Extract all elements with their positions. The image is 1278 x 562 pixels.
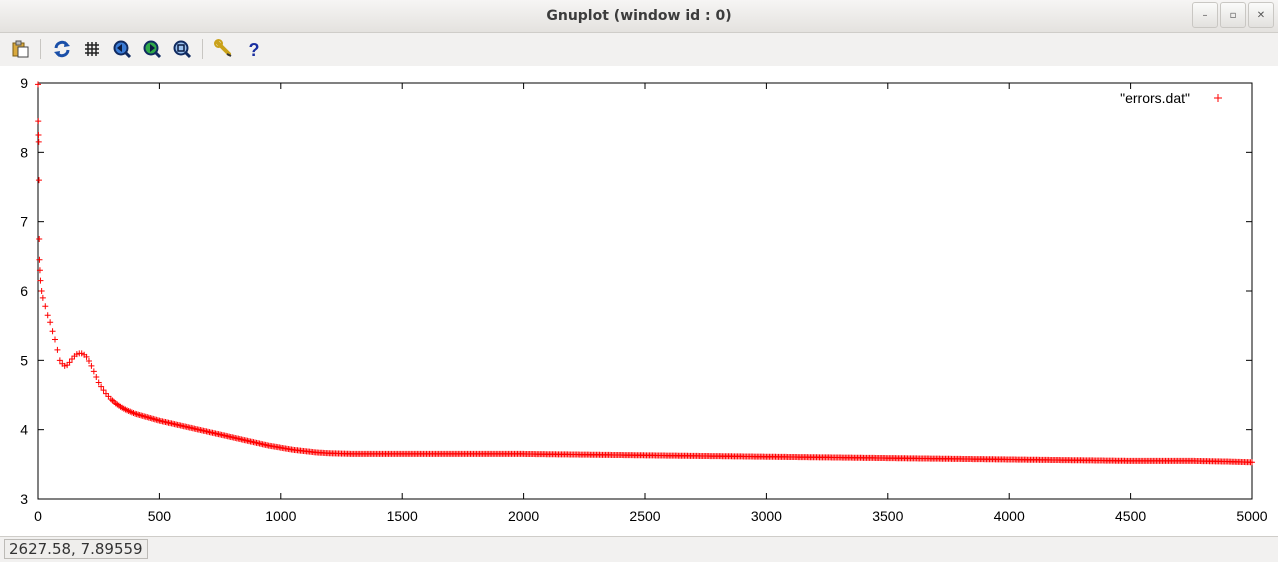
replot-icon[interactable] xyxy=(50,37,74,61)
y-tick-label: 3 xyxy=(20,491,28,507)
data-point xyxy=(54,346,61,353)
settings-wrench-icon[interactable] xyxy=(212,37,236,61)
data-point xyxy=(88,362,95,369)
data-point-interp xyxy=(142,413,149,420)
window-title: Gnuplot (window id : 0) xyxy=(546,8,732,24)
legend-label: "errors.dat" xyxy=(1120,90,1190,106)
autoscale-icon[interactable] xyxy=(170,37,194,61)
legend-marker xyxy=(1214,94,1222,102)
data-point-interp xyxy=(239,436,246,443)
window-controls: – ▫ ✕ xyxy=(1192,2,1274,28)
chart-svg[interactable]: 0 500 1000 1500 2000 2500 3000 3500 4000 4500 5000… xyxy=(0,66,1278,536)
cursor-coordinates: 2627.58, 7.89559 xyxy=(4,539,148,559)
data-point-interp xyxy=(1247,459,1254,466)
previous-zoom-icon[interactable] xyxy=(110,37,134,61)
x-tick-label: 2000 xyxy=(508,508,539,524)
data-point xyxy=(85,358,92,365)
toolbar-separator xyxy=(40,39,41,59)
grid-icon[interactable] xyxy=(80,37,104,61)
toolbar: ? xyxy=(0,33,1278,65)
data-point-interp xyxy=(115,402,122,409)
data-point xyxy=(90,368,97,375)
data-point xyxy=(38,288,45,294)
data-point-interp xyxy=(130,410,137,417)
data-point-interp xyxy=(203,428,210,435)
data-point xyxy=(49,328,56,335)
data-point xyxy=(51,336,58,343)
data-point xyxy=(100,387,107,394)
data-point-interp xyxy=(264,442,271,449)
data-point-interp xyxy=(191,425,198,432)
data-point-interp xyxy=(252,439,259,446)
data-point-interp xyxy=(227,433,234,440)
data-point-interp xyxy=(179,422,186,429)
next-zoom-icon[interactable] xyxy=(140,37,164,61)
data-point xyxy=(37,277,44,284)
data-point xyxy=(44,312,51,319)
series-errors-dat xyxy=(35,81,1255,466)
data-point-interp xyxy=(167,420,174,427)
x-tick-label: 0 xyxy=(34,508,42,524)
y-tick-label: 7 xyxy=(20,214,28,230)
status-bar: 2627.58, 7.89559 xyxy=(0,536,1278,562)
copy-to-clipboard-icon[interactable] xyxy=(8,37,32,61)
x-tick-label: 4000 xyxy=(994,508,1025,524)
data-point xyxy=(35,138,42,145)
data-point-interp xyxy=(154,417,161,424)
data-point xyxy=(35,81,41,88)
plot-area[interactable]: 0 500 1000 1500 2000 2500 3000 3500 4000 4500 5000… xyxy=(0,66,1278,536)
x-tick-label: 3000 xyxy=(751,508,782,524)
y-tick-label: 9 xyxy=(20,75,28,91)
data-point xyxy=(35,132,42,138)
data-point xyxy=(36,236,43,242)
x-tick-label: 500 xyxy=(148,508,172,524)
y-tick-label: 6 xyxy=(20,283,28,299)
data-point xyxy=(83,353,90,360)
minimize-button[interactable]: – xyxy=(1192,2,1218,28)
data-point xyxy=(36,256,43,263)
data-point-interp xyxy=(276,444,283,451)
x-tick-label: 3500 xyxy=(872,508,903,524)
x-tick-label: 1500 xyxy=(387,508,418,524)
x-tick-label: 4500 xyxy=(1115,508,1146,524)
data-point xyxy=(95,379,102,386)
data-point xyxy=(39,294,46,301)
y-tick-label: 8 xyxy=(20,144,28,160)
data-point-interp xyxy=(111,398,118,405)
data-point xyxy=(35,177,42,184)
data-point xyxy=(93,373,100,380)
data-point xyxy=(36,267,43,274)
data-point-interp xyxy=(215,431,222,438)
data-point xyxy=(47,319,54,326)
data-point xyxy=(42,303,49,310)
data-point-interp xyxy=(120,405,127,412)
data-point xyxy=(66,359,73,366)
data-point xyxy=(98,383,105,390)
data-point-interp xyxy=(125,407,132,414)
maximize-button[interactable]: ▫ xyxy=(1220,2,1246,28)
x-tick-label: 2500 xyxy=(629,508,660,524)
y-tick-label: 5 xyxy=(20,352,28,368)
toolbar-separator xyxy=(202,39,203,59)
y-tick-label: 4 xyxy=(20,422,28,438)
data-point xyxy=(35,118,42,125)
svg-text:?: ? xyxy=(249,40,260,59)
x-tick-label: 5000 xyxy=(1236,508,1267,524)
data-point xyxy=(56,357,63,364)
close-button[interactable]: ✕ xyxy=(1248,2,1274,28)
x-tick-label: 1000 xyxy=(265,508,296,524)
help-icon[interactable]: ? xyxy=(242,37,266,61)
title-bar[interactable]: Gnuplot (window id : 0) – ▫ ✕ xyxy=(0,0,1278,33)
